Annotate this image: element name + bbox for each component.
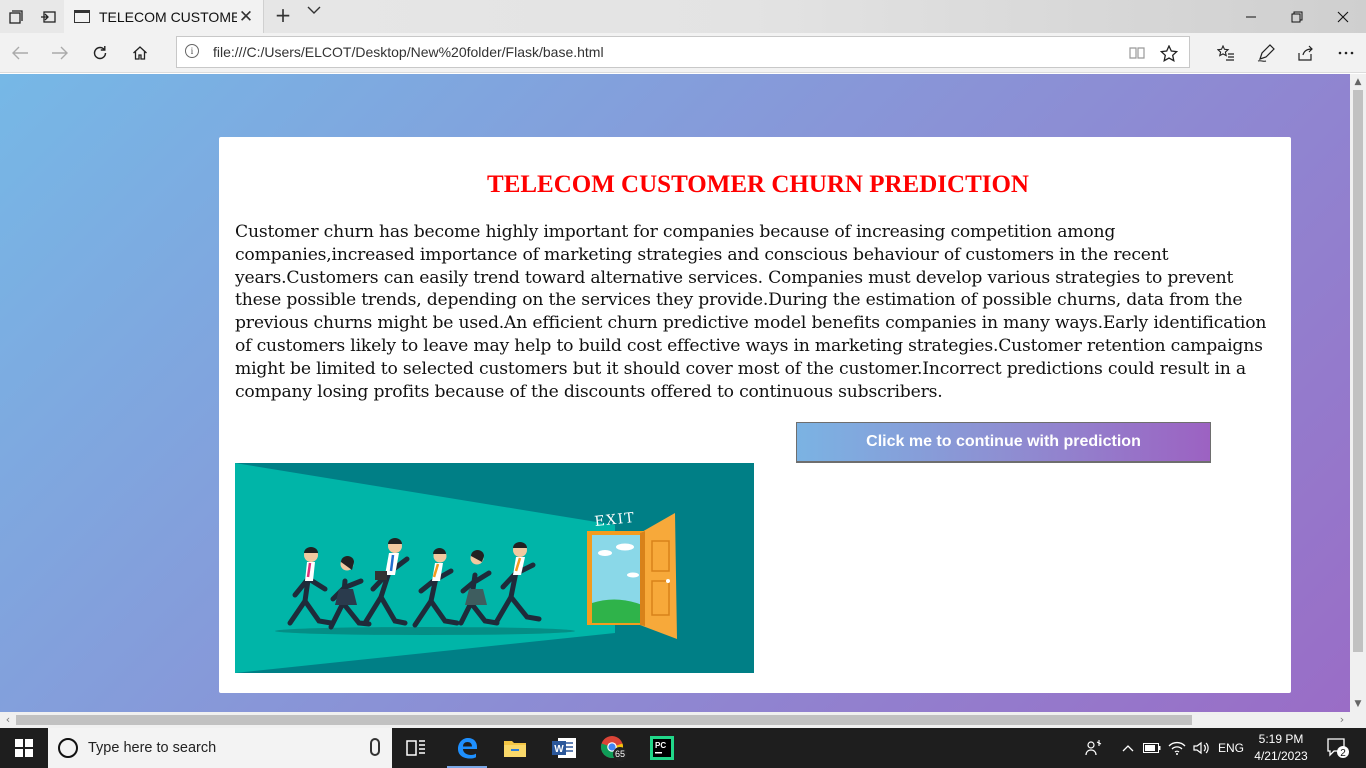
people-icon[interactable] <box>1080 728 1108 768</box>
action-center-icon[interactable]: 2 <box>1316 728 1360 768</box>
start-button[interactable] <box>0 728 48 768</box>
show-hidden-icons-chevron-icon[interactable] <box>1118 728 1138 768</box>
horizontal-scrollbar[interactable]: ‹ › <box>0 712 1366 728</box>
scroll-down-arrow-icon[interactable]: ▼ <box>1354 699 1362 709</box>
reading-view-icon[interactable] <box>1125 41 1149 65</box>
back-button[interactable] <box>4 37 36 69</box>
chrome-badge: 65 <box>615 749 625 759</box>
windows-taskbar: Type here to search W 65 PC <box>0 728 1366 768</box>
exit-sign-text: EXIT <box>594 510 637 530</box>
horizontal-scroll-thumb[interactable] <box>16 715 1192 725</box>
vertical-scrollbar[interactable]: ▲ ▼ <box>1350 74 1366 712</box>
scroll-right-arrow-icon[interactable]: › <box>1339 713 1345 726</box>
edge-icon[interactable] <box>443 728 491 768</box>
browser-tab-bar: TELECOM CUSTOMER CHURN PREDICTION ✕ + <box>0 0 1366 33</box>
clock-date: 4/21/2023 <box>1254 749 1308 763</box>
windows-logo-icon <box>15 739 33 757</box>
clock-time: 5:19 PM <box>1258 732 1304 746</box>
notes-pen-icon[interactable] <box>1250 37 1282 69</box>
page-viewport: TELECOM CUSTOMER CHURN PREDICTION Custom… <box>0 74 1366 712</box>
refresh-button[interactable] <box>84 37 116 69</box>
minimize-button[interactable] <box>1228 0 1274 33</box>
url-text[interactable]: file:///C:/Users/ELCOT/Desktop/New%20fol… <box>213 44 604 60</box>
wifi-icon[interactable] <box>1166 728 1188 768</box>
cortana-icon <box>58 738 78 758</box>
task-view-icon[interactable] <box>392 728 440 768</box>
close-window-button[interactable] <box>1320 0 1366 33</box>
pycharm-icon[interactable]: PC <box>638 728 686 768</box>
page-icon <box>74 10 90 23</box>
restore-button[interactable] <box>1274 0 1320 33</box>
search-placeholder: Type here to search <box>88 740 217 756</box>
close-tab-icon[interactable]: ✕ <box>238 7 254 27</box>
svg-text:PC: PC <box>655 741 666 750</box>
vertical-scroll-thumb[interactable] <box>1353 90 1363 652</box>
notification-count: 2 <box>1340 748 1346 759</box>
description-paragraph: Customer churn has become highly importa… <box>235 222 1267 402</box>
word-icon[interactable]: W <box>540 728 588 768</box>
browser-toolbar: i file:///C:/Users/ELCOT/Desktop/New%20f… <box>0 33 1366 73</box>
tab-title: TELECOM CUSTOMER CHURN PREDICTION <box>99 8 237 25</box>
taskbar-search-box[interactable]: Type here to search <box>48 728 392 768</box>
favorites-list-icon[interactable] <box>1210 37 1242 69</box>
page-title: TELECOM CUSTOMER CHURN PREDICTION <box>487 171 1029 198</box>
address-bar[interactable]: i file:///C:/Users/ELCOT/Desktop/New%20f… <box>176 36 1190 68</box>
exit-door-illustration: EXIT <box>235 463 754 673</box>
language-indicator[interactable]: ENG <box>1217 741 1244 755</box>
continue-prediction-button[interactable]: Click me to continue with prediction <box>796 422 1211 463</box>
system-clock[interactable]: 5:19 PM 4/21/2023 <box>1252 731 1310 765</box>
set-aside-tabs-icon[interactable] <box>32 0 64 33</box>
svg-text:W: W <box>554 744 564 755</box>
more-menu-icon[interactable] <box>1330 37 1362 69</box>
share-icon[interactable] <box>1290 37 1322 69</box>
favorite-star-icon[interactable] <box>1157 41 1181 65</box>
new-tab-button[interactable]: + <box>274 3 292 27</box>
home-button[interactable] <box>124 37 156 69</box>
battery-icon[interactable] <box>1141 728 1163 768</box>
tab-manager-icon[interactable] <box>0 0 32 33</box>
microphone-icon[interactable] <box>370 738 380 756</box>
tab-list-chevron-icon[interactable] <box>302 3 326 19</box>
chrome-icon[interactable]: 65 <box>590 728 638 768</box>
file-explorer-icon[interactable] <box>491 728 539 768</box>
content-card: TELECOM CUSTOMER CHURN PREDICTION Custom… <box>219 137 1291 693</box>
forward-button[interactable] <box>44 37 76 69</box>
info-icon[interactable]: i <box>185 44 199 58</box>
tab-active[interactable]: TELECOM CUSTOMER CHURN PREDICTION ✕ <box>64 0 264 33</box>
scroll-left-arrow-icon[interactable]: ‹ <box>5 713 11 726</box>
scroll-up-arrow-icon[interactable]: ▲ <box>1354 77 1362 87</box>
volume-icon[interactable] <box>1190 728 1214 768</box>
